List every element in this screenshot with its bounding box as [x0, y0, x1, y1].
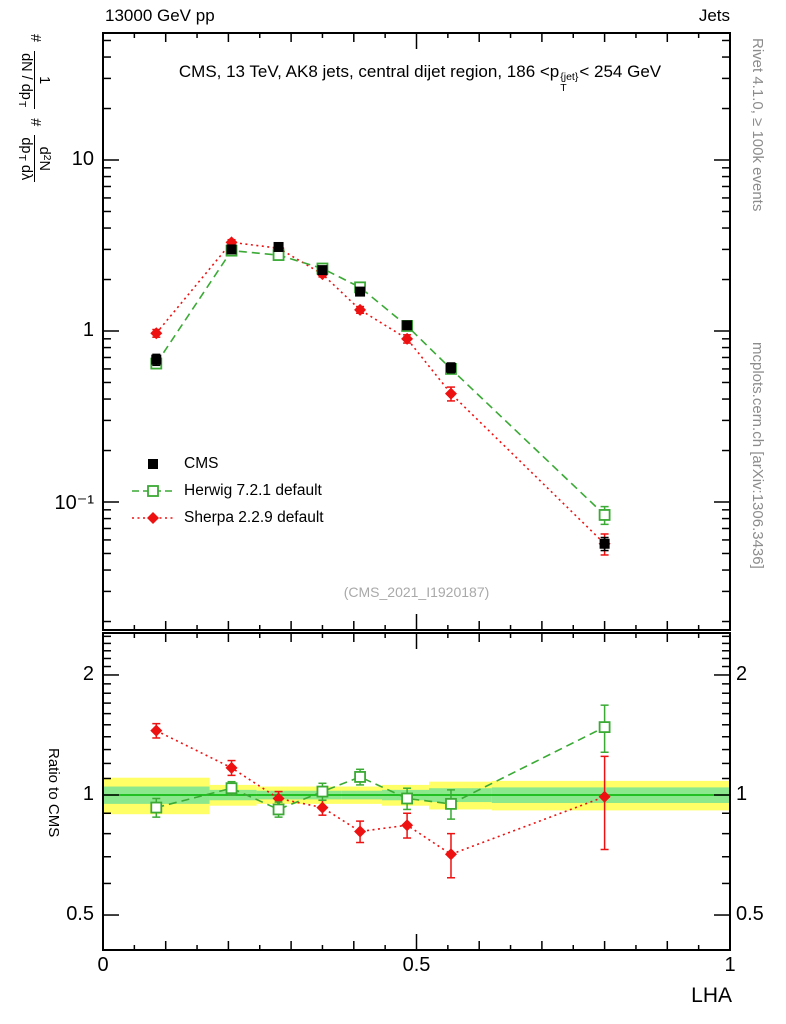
legend-label: Herwig 7.2.1 default: [184, 481, 322, 499]
axes-frame: [102, 32, 731, 951]
x-tick-label: 0: [97, 954, 109, 976]
series-cms: [151, 241, 610, 552]
fraction-denominator: dN / dpT: [16, 51, 36, 110]
ratio-y-tick-label-left: 0.5: [66, 903, 94, 926]
marker-square-filled: [355, 286, 366, 297]
legend-label: Sherpa 2.2.9 default: [184, 508, 324, 526]
plot-title: CMS, 13 TeV, AK8 jets, central dijet reg…: [100, 62, 740, 93]
legend-sample: [148, 458, 158, 469]
series-line: [156, 726, 605, 811]
ratio-y-tick-label-right: 0.5: [736, 903, 764, 926]
main-y-tick-label: 10⁻¹: [54, 492, 94, 514]
marker-square-filled: [599, 538, 610, 549]
legend-label: CMS: [184, 454, 219, 472]
x-tick-label: 1: [724, 954, 736, 976]
marker-diamond: [147, 511, 159, 524]
marker-diamond: [444, 848, 457, 861]
marker-diamond: [354, 825, 367, 838]
marker-square-filled: [445, 362, 456, 373]
marker-diamond: [225, 761, 238, 774]
legend: CMS Herwig 7.2.1 default Sherpa 2.2.9 defa…: [130, 450, 324, 531]
marker-square-open: [272, 803, 285, 816]
marker-square-filled: [226, 244, 237, 255]
legend-sample: [132, 511, 174, 524]
ratio-y-tick-label-right: 1: [736, 783, 748, 805]
main-y-tick-label: 10: [71, 148, 94, 170]
den-subscript: T: [16, 100, 29, 108]
marker-square-filled: [317, 265, 328, 276]
x-tick-label: 0.5: [402, 954, 431, 976]
ratio-y-tick-label-left: 1: [82, 783, 94, 805]
den-subscript: T: [16, 154, 29, 161]
legend-item: CMS: [130, 450, 324, 477]
marker-square-filled: [148, 458, 158, 469]
title-suffix: < 254 GeV: [579, 62, 662, 81]
series-sherpa: [150, 722, 611, 879]
x-axis-label: LHA: [691, 984, 732, 1007]
ylabel-fraction-1: 1 dN / dpT: [16, 51, 53, 110]
marker-diamond: [150, 724, 163, 737]
series-line: [155, 729, 605, 856]
series-herwig: [150, 704, 611, 820]
marker-diamond: [444, 387, 457, 400]
mcplots-arxiv-note: mcplots.cern.ch [arXiv:1306.3436]: [749, 342, 766, 569]
series-line: [155, 249, 606, 516]
title-sup-sub: {jet} T: [560, 72, 578, 93]
title-superscript: {jet}: [560, 71, 579, 83]
marker-diamond: [598, 790, 611, 803]
main-y-tick-label: 1: [82, 319, 94, 341]
marker-diamond: [401, 332, 414, 345]
ratio-uncertainty-bands: [103, 777, 730, 815]
marker-square-open: [354, 771, 366, 783]
marker-square-open: [445, 797, 457, 810]
marker-square-open: [147, 484, 159, 497]
marker-square-filled: [273, 241, 284, 252]
rivet-version-note: Rivet 4.1.0, ≥ 100k events: [749, 38, 766, 212]
ratio-y-tick-label-right: 2: [736, 662, 748, 685]
marker-diamond: [354, 303, 367, 316]
title-prefix: CMS, 13 TeV, AK8 jets, central dijet reg…: [178, 62, 560, 81]
den-text: dN / dp: [18, 53, 35, 100]
beam-energy-label: 13000 GeV pp: [105, 6, 215, 25]
legend-item: Sherpa 2.2.9 default: [130, 504, 324, 531]
marker-square-open: [598, 509, 611, 521]
hash-symbol: #: [27, 118, 43, 127]
marker-square-open: [150, 801, 163, 814]
observable-group-label: Jets: [698, 6, 730, 25]
marker-square-open: [598, 721, 611, 734]
legend-item: Herwig 7.2.1 default: [130, 477, 324, 504]
legend-sample: [132, 484, 174, 497]
marker-diamond: [150, 327, 163, 340]
series-line: [155, 241, 606, 545]
marker-square-open: [401, 792, 413, 805]
marker-square-filled: [402, 320, 413, 331]
ratio-y-tick-label-left: 2: [82, 662, 94, 685]
marker-square-open: [225, 782, 238, 795]
marker-diamond: [401, 819, 414, 832]
marker-square-open: [316, 785, 329, 798]
title-subscript: T: [560, 81, 567, 94]
marker-diamond: [316, 801, 329, 814]
fraction-numerator: 1: [36, 76, 53, 85]
analysis-id-watermark: (CMS_2021_I1920187): [343, 584, 490, 600]
marker-square-filled: [151, 354, 162, 365]
hash-symbol: #: [27, 34, 43, 43]
